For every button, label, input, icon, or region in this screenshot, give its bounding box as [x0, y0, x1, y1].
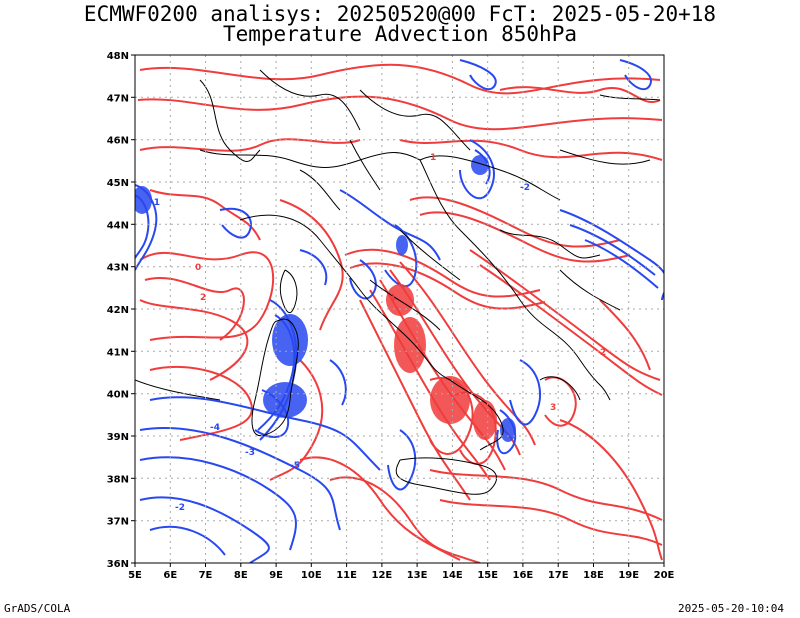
lat-label: 36N — [107, 559, 129, 570]
map-subtitle: Temperature Advection 850hPa — [222, 22, 577, 46]
lat-label: 41N — [107, 347, 129, 358]
lat-label: 38N — [107, 474, 129, 485]
longitude-labels: 5E 6E 7E 8E 9E 10E 11E 12E 13E 14E 15E 1… — [128, 570, 674, 581]
lat-label: 43N — [107, 263, 129, 274]
lon-label: 13E — [407, 570, 428, 581]
contour-label: -3 — [245, 448, 255, 458]
lon-label: 14E — [442, 570, 463, 581]
coastlines — [135, 94, 661, 495]
lat-label: 47N — [107, 93, 129, 104]
contour-label: 1 — [390, 293, 396, 303]
lat-label: 48N — [107, 51, 129, 62]
country-borders — [199, 69, 621, 331]
lon-label: 12E — [372, 570, 393, 581]
lat-label: 45N — [107, 178, 129, 189]
lon-label: 6E — [163, 570, 177, 581]
lon-label: 7E — [199, 570, 213, 581]
contour-label: -2 — [520, 183, 530, 193]
lon-label: 18E — [583, 570, 604, 581]
tick-marks — [131, 54, 665, 567]
contour-label: 2 — [200, 293, 206, 303]
map-plot-area: -1 -2 -3 -4 -5 0 1 2 3 -2 2 1 — [135, 55, 664, 563]
latitude-labels: 48N 47N 46N 45N 44N 43N 42N 41N 40N 39N … — [107, 51, 129, 570]
lat-label: 40N — [107, 390, 129, 401]
contour-label: -2 — [175, 503, 185, 513]
lat-label: 39N — [107, 432, 129, 443]
lon-label: 11E — [336, 570, 357, 581]
lon-label: 9E — [269, 570, 283, 581]
lon-label: 10E — [301, 570, 322, 581]
contour-label: -5 — [290, 461, 300, 471]
lat-label: 46N — [107, 136, 129, 147]
lon-label: 20E — [654, 570, 675, 581]
footer-timestamp: 2025-05-20-10:04 — [678, 602, 784, 615]
contour-label: -4 — [210, 423, 220, 433]
contour-label: 3 — [550, 403, 556, 413]
lat-label: 42N — [107, 305, 129, 316]
intense-cold-cells — [135, 155, 516, 442]
lat-lon-grid — [135, 55, 664, 563]
lat-label: 37N — [107, 517, 129, 528]
contour-label: 1 — [430, 153, 436, 163]
lon-label: 15E — [477, 570, 498, 581]
map-title: ECMWF0200 analisys: 20250520@00 FcT: 202… — [83, 2, 717, 26]
lat-label: 44N — [107, 220, 129, 231]
contour-label: 0 — [195, 263, 201, 273]
lon-label: 16E — [513, 570, 534, 581]
lon-label: 8E — [234, 570, 248, 581]
contour-label: -1 — [150, 198, 160, 208]
lon-label: 19E — [618, 570, 639, 581]
footer-software-credit: GrADS/COLA — [4, 602, 71, 615]
lon-label: 5E — [128, 570, 142, 581]
intense-warm-cells — [386, 284, 497, 440]
contour-labels: -1 -2 -3 -4 -5 0 1 2 3 -2 2 1 — [150, 153, 606, 513]
contour-label: 2 — [600, 348, 606, 358]
lon-label: 17E — [548, 570, 569, 581]
